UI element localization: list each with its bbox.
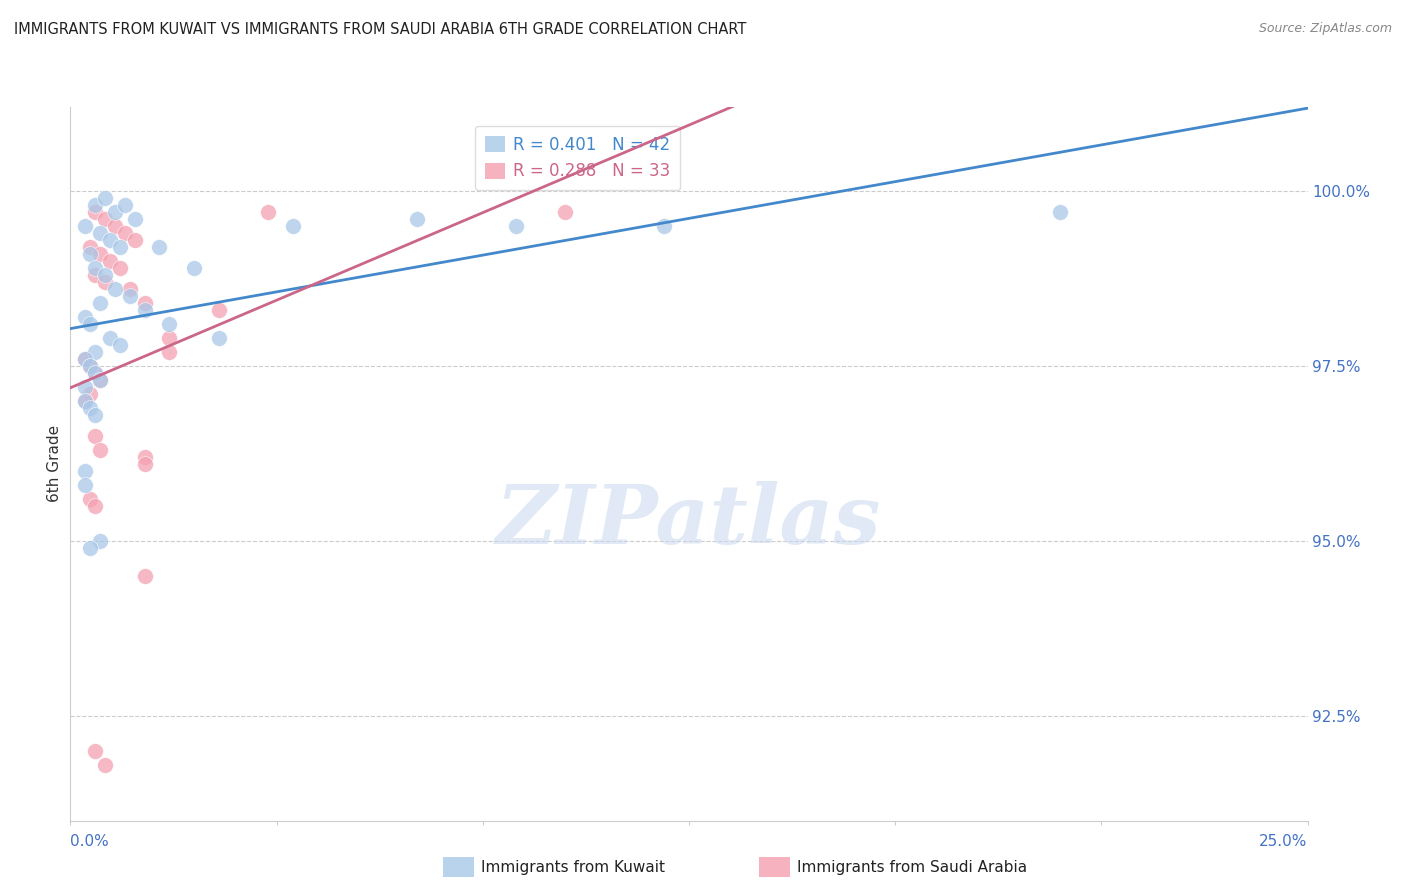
Legend: R = 0.401   N = 42, R = 0.288   N = 33: R = 0.401 N = 42, R = 0.288 N = 33	[475, 126, 681, 190]
Point	[75, 351, 97, 366]
Point	[75, 351, 97, 366]
Point	[148, 240, 170, 254]
Point	[89, 296, 111, 310]
Point	[257, 205, 280, 219]
Point	[89, 442, 111, 457]
Point	[84, 205, 107, 219]
Point	[98, 331, 121, 345]
Point	[554, 205, 576, 219]
Point	[84, 268, 107, 282]
Point	[75, 478, 97, 492]
Point	[84, 366, 107, 380]
Point	[208, 302, 231, 317]
Point	[157, 345, 180, 359]
Point	[79, 359, 101, 373]
Point	[281, 219, 304, 233]
Point	[79, 359, 101, 373]
Point	[114, 198, 136, 212]
Point	[84, 366, 107, 380]
Point	[75, 393, 97, 408]
Point	[89, 226, 111, 240]
Point	[89, 373, 111, 387]
Point	[124, 233, 146, 247]
Point	[84, 345, 107, 359]
Point	[84, 260, 107, 275]
Point	[104, 282, 127, 296]
Point	[208, 331, 231, 345]
Point	[79, 317, 101, 331]
Point	[84, 198, 107, 212]
Text: Immigrants from Kuwait: Immigrants from Kuwait	[481, 860, 665, 874]
Point	[84, 408, 107, 422]
Point	[157, 331, 180, 345]
Point	[79, 401, 101, 415]
Point	[652, 219, 675, 233]
Point	[75, 393, 97, 408]
Point	[89, 533, 111, 548]
Point	[84, 499, 107, 513]
Point	[89, 373, 111, 387]
Point	[79, 387, 101, 401]
Point	[98, 254, 121, 268]
Point	[108, 338, 131, 352]
Text: IMMIGRANTS FROM KUWAIT VS IMMIGRANTS FROM SAUDI ARABIA 6TH GRADE CORRELATION CHA: IMMIGRANTS FROM KUWAIT VS IMMIGRANTS FRO…	[14, 22, 747, 37]
Point	[134, 457, 156, 471]
Point	[79, 491, 101, 506]
Point	[405, 211, 427, 226]
Y-axis label: 6th Grade: 6th Grade	[46, 425, 62, 502]
Text: 0.0%: 0.0%	[70, 834, 110, 849]
Point	[134, 296, 156, 310]
Point	[94, 757, 117, 772]
Point	[134, 450, 156, 464]
Point	[94, 275, 117, 289]
Point	[79, 240, 101, 254]
Text: 25.0%: 25.0%	[1260, 834, 1308, 849]
Text: Source: ZipAtlas.com: Source: ZipAtlas.com	[1258, 22, 1392, 36]
Point	[118, 282, 141, 296]
Text: Immigrants from Saudi Arabia: Immigrants from Saudi Arabia	[797, 860, 1028, 874]
Point	[124, 211, 146, 226]
Point	[134, 302, 156, 317]
Point	[84, 744, 107, 758]
Point	[75, 219, 97, 233]
Point	[183, 260, 205, 275]
Point	[114, 226, 136, 240]
Point	[157, 317, 180, 331]
Point	[134, 568, 156, 582]
Point	[94, 211, 117, 226]
Point	[79, 247, 101, 261]
Point	[108, 240, 131, 254]
Point	[94, 268, 117, 282]
Point	[75, 464, 97, 478]
Point	[505, 219, 527, 233]
Text: ZIPatlas: ZIPatlas	[496, 481, 882, 561]
Point	[1049, 205, 1071, 219]
Point	[89, 247, 111, 261]
Point	[98, 233, 121, 247]
Point	[79, 541, 101, 555]
Point	[108, 260, 131, 275]
Point	[75, 310, 97, 324]
Point	[104, 219, 127, 233]
Point	[75, 380, 97, 394]
Point	[94, 191, 117, 205]
Point	[84, 429, 107, 443]
Point	[118, 289, 141, 303]
Point	[104, 205, 127, 219]
